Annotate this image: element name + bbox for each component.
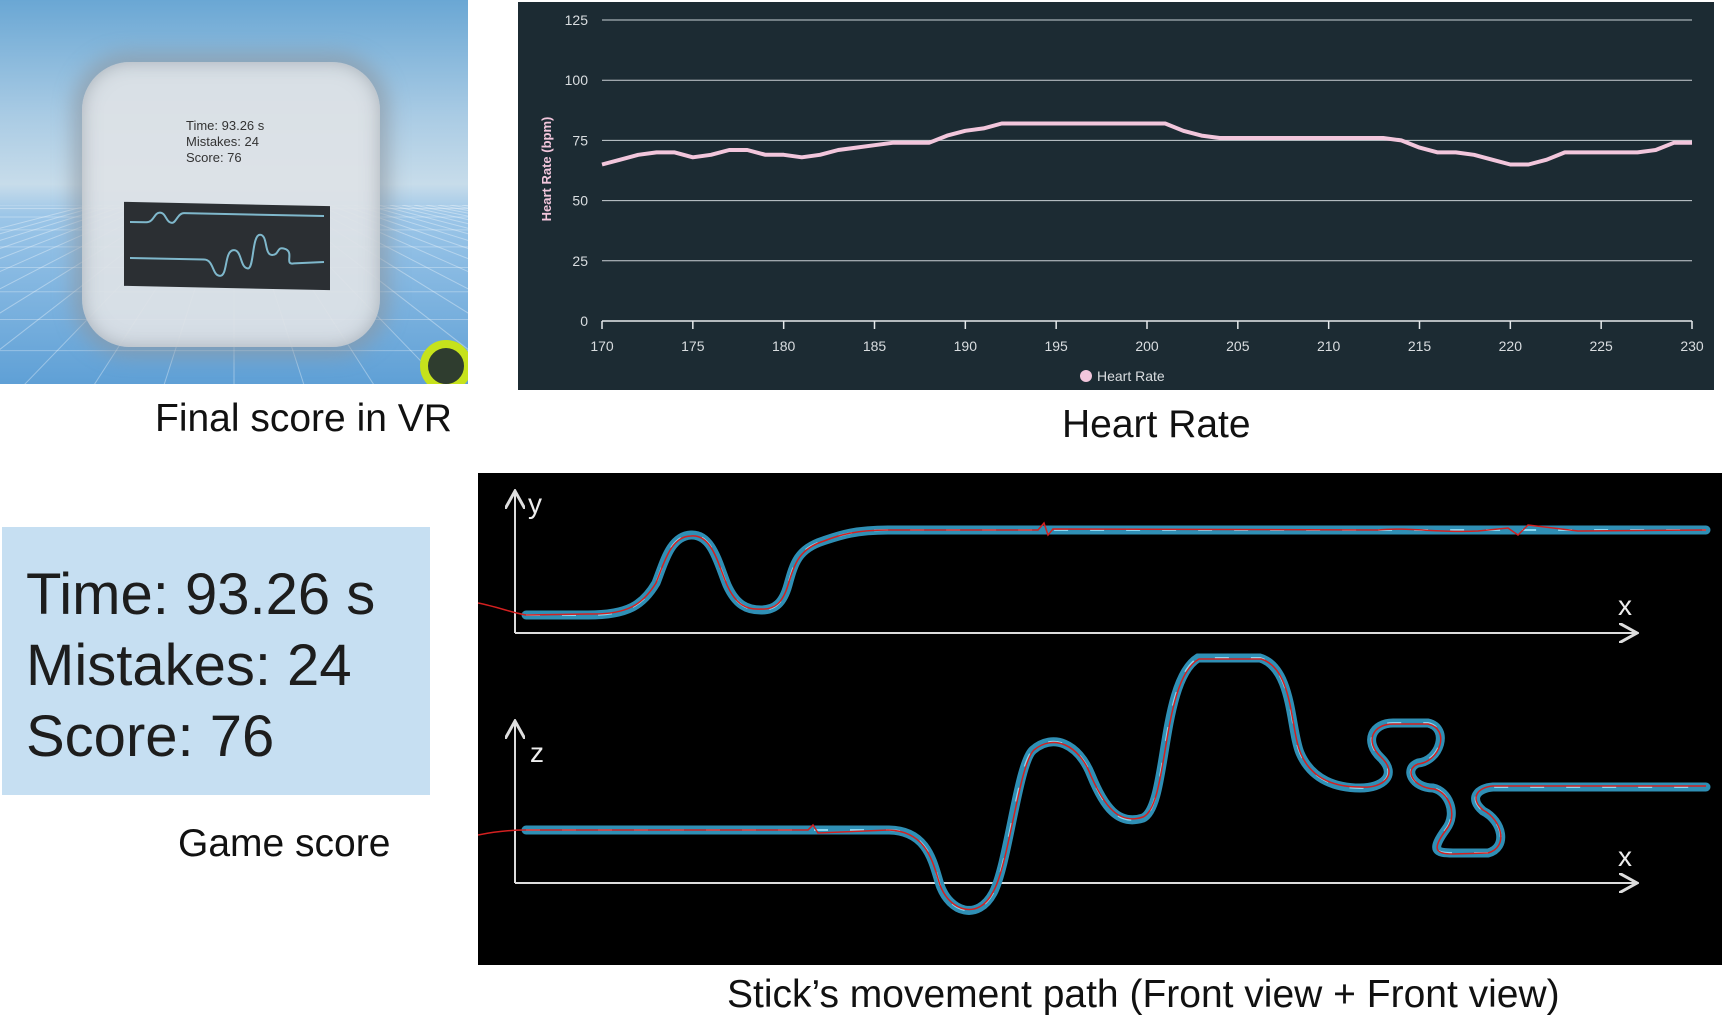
vr-time-text: Time: 93.26 s: [186, 118, 265, 133]
top-track: [521, 525, 1711, 620]
vr-track-paths: [130, 211, 325, 277]
x-tick-label: 215: [1408, 338, 1432, 354]
bottom-x-label: x: [1618, 841, 1632, 872]
movement-path-caption: Stick’s movement path (Front view + Fron…: [727, 973, 1560, 1016]
x-tick-label: 230: [1680, 338, 1704, 354]
x-tick-label: 180: [772, 338, 796, 354]
x-tick-label: 220: [1499, 338, 1523, 354]
chart-gridlines: [601, 19, 1693, 329]
floor-grid-line: [329, 205, 468, 260]
floor-grid-line: [0, 205, 139, 260]
floor-grid-line: [0, 205, 127, 249]
game-score-box: Time: 93.26 s Mistakes: 24 Score: 76: [2, 527, 430, 795]
y-tick-label: 25: [572, 253, 588, 269]
bottom-stick-trace: [478, 658, 1706, 911]
floor-grid-line: [317, 205, 468, 273]
x-tick-label: 205: [1226, 338, 1250, 354]
floor-grid-line: [353, 205, 468, 241]
vr-scene-image: Time: 93.26 s Mistakes: 24 Score: 76: [0, 0, 468, 384]
game-score-text: Score: 76: [26, 704, 275, 769]
game-score-caption: Game score: [178, 822, 391, 865]
top-stick-trace: [478, 521, 1707, 616]
vr-mistakes-text: Mistakes: 24: [186, 134, 259, 149]
x-tick-label: 195: [1044, 338, 1068, 354]
bottom-z-label: z: [530, 737, 544, 768]
game-mistakes-text: Mistakes: 24: [26, 633, 352, 698]
x-tick-label: 170: [590, 338, 614, 354]
top-x-label: x: [1618, 590, 1632, 621]
x-tick-label: 185: [863, 338, 887, 354]
heart-rate-chart: 0 25 50 75 100 125 170 175 180 185 190 195 200 205 21…: [518, 2, 1714, 390]
y-tick-label: 0: [580, 313, 588, 329]
x-tick-label: 200: [1135, 338, 1159, 354]
x-tick-label: 225: [1589, 338, 1613, 354]
legend-marker: [1080, 370, 1092, 382]
x-tick-labels: 170 175 180 185 190 195 200 205 210 215 220 225 230: [590, 338, 1704, 354]
y-axis-label: Heart Rate (bpm): [539, 117, 554, 222]
y-tick-labels: 0 25 50 75 100 125: [565, 12, 589, 329]
vr-caption: Final score in VR: [155, 397, 452, 440]
x-tick-label: 190: [954, 338, 978, 354]
game-time-text: Time: 93.26 s: [26, 562, 376, 627]
vr-track-thumbnail: [124, 201, 330, 291]
y-tick-label: 100: [565, 72, 589, 88]
floor-grid-line: [0, 205, 115, 241]
x-tick-label: 210: [1317, 338, 1341, 354]
heart-rate-series-line: [601, 121, 1692, 167]
heart-rate-caption: Heart Rate: [1062, 403, 1251, 446]
legend-label: Heart Rate: [1097, 368, 1165, 384]
x-tick-label: 175: [681, 338, 705, 354]
y-tick-label: 75: [572, 132, 588, 148]
floor-grid-line: [341, 205, 468, 249]
floor-grid-line: [0, 205, 91, 229]
top-y-label: y: [528, 488, 542, 519]
y-tick-label: 50: [572, 193, 588, 209]
bottom-track: [521, 653, 1711, 915]
vr-score-text: Score: 76: [186, 150, 242, 165]
y-tick-label: 125: [565, 12, 589, 28]
vr-controller-icon: [420, 340, 468, 384]
movement-path-panel: y x z x: [478, 473, 1722, 965]
